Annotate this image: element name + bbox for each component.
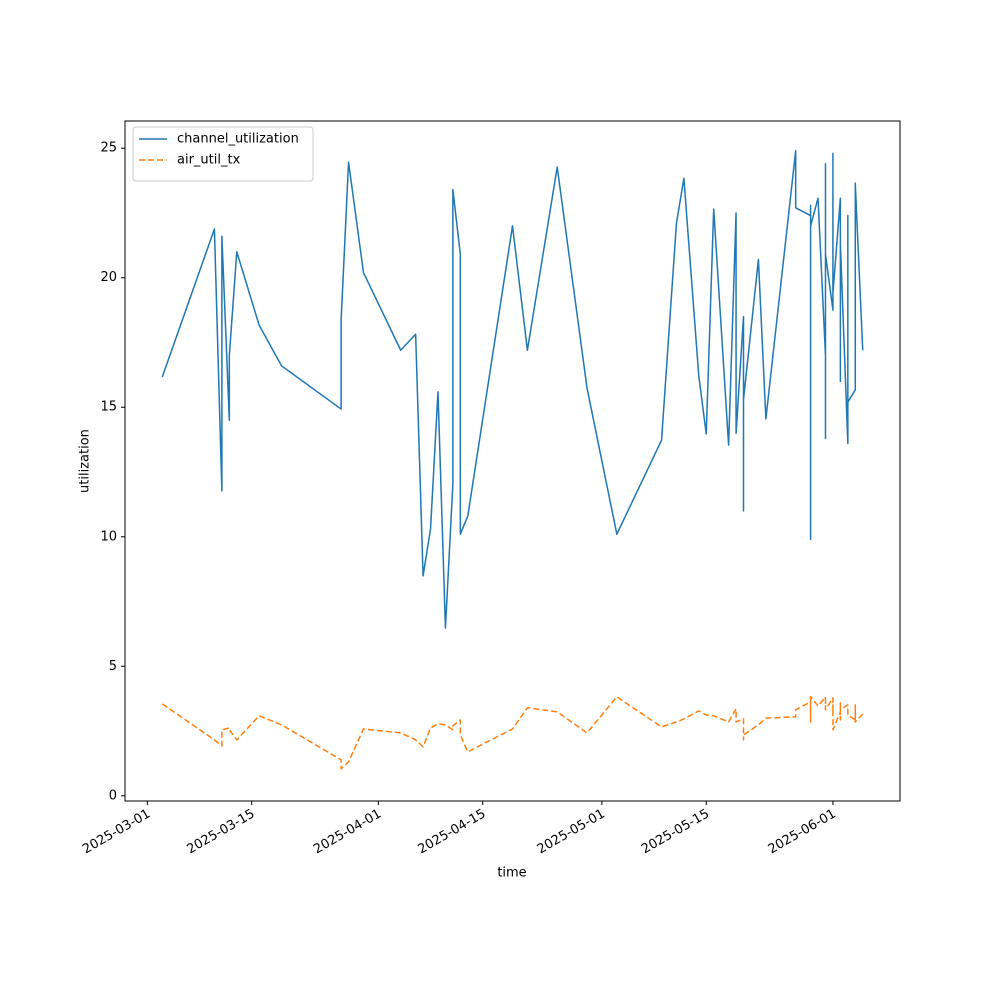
y-tick-label: 15 <box>100 400 117 415</box>
legend-label: air_util_tx <box>177 153 241 168</box>
x-tick-label: 2025-06-01 <box>766 807 839 858</box>
x-tick-label: 2025-05-01 <box>535 807 608 858</box>
y-tick-label: 0 <box>109 788 117 803</box>
series-line <box>161 695 864 770</box>
x-tick-label: 2025-05-15 <box>639 807 712 858</box>
legend-box <box>132 126 314 182</box>
y-axis-label: utilization <box>78 429 93 493</box>
plot-frame <box>124 120 901 802</box>
legend: channel_utilization air_util_tx <box>132 126 314 182</box>
series-line <box>161 150 864 629</box>
x-axis-label: time <box>497 866 526 881</box>
x-tick-label: 2025-03-01 <box>80 807 153 858</box>
x-tick-label: 2025-04-01 <box>311 807 384 858</box>
legend-label: channel_utilization <box>177 132 299 147</box>
y-tick-label: 5 <box>109 659 117 674</box>
x-tick-label: 2025-03-15 <box>184 807 257 858</box>
x-tick-label: 2025-04-15 <box>416 807 489 858</box>
y-tick-label: 10 <box>100 529 117 544</box>
y-tick-label: 20 <box>100 270 117 285</box>
y-tick-label: 25 <box>100 141 117 156</box>
